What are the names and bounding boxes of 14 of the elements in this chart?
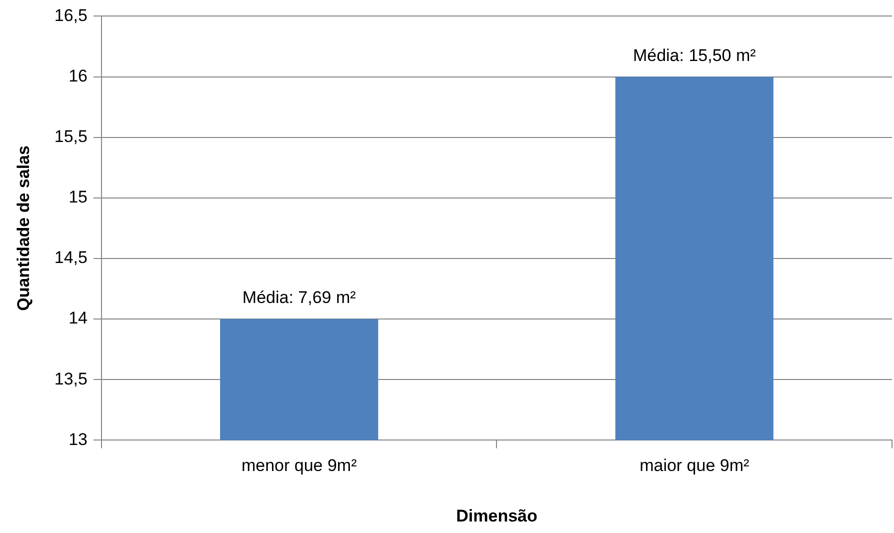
annotation: Média: 15,50 m² [632,46,756,65]
y-tick-label: 14,5 [54,248,88,268]
x-tick-label: menor que 9m² [241,456,358,476]
y-tick-label: 15,5 [54,127,88,146]
y-tick-label: 14 [68,308,88,328]
x-axis-title: Dimensão [456,506,538,526]
annotation: Média: 7,69 m² [242,288,356,308]
y-tick-label: 13,5 [54,369,88,388]
y-tick-label: 16,5 [54,6,88,25]
y-tick-label: 15 [68,188,88,207]
x-tick-label: maior que 9m² [640,456,750,476]
y-tick-label: 16 [68,66,88,86]
y-axis-title: Quantidade de salas [14,146,33,311]
y-tick-label: 13 [68,430,88,449]
